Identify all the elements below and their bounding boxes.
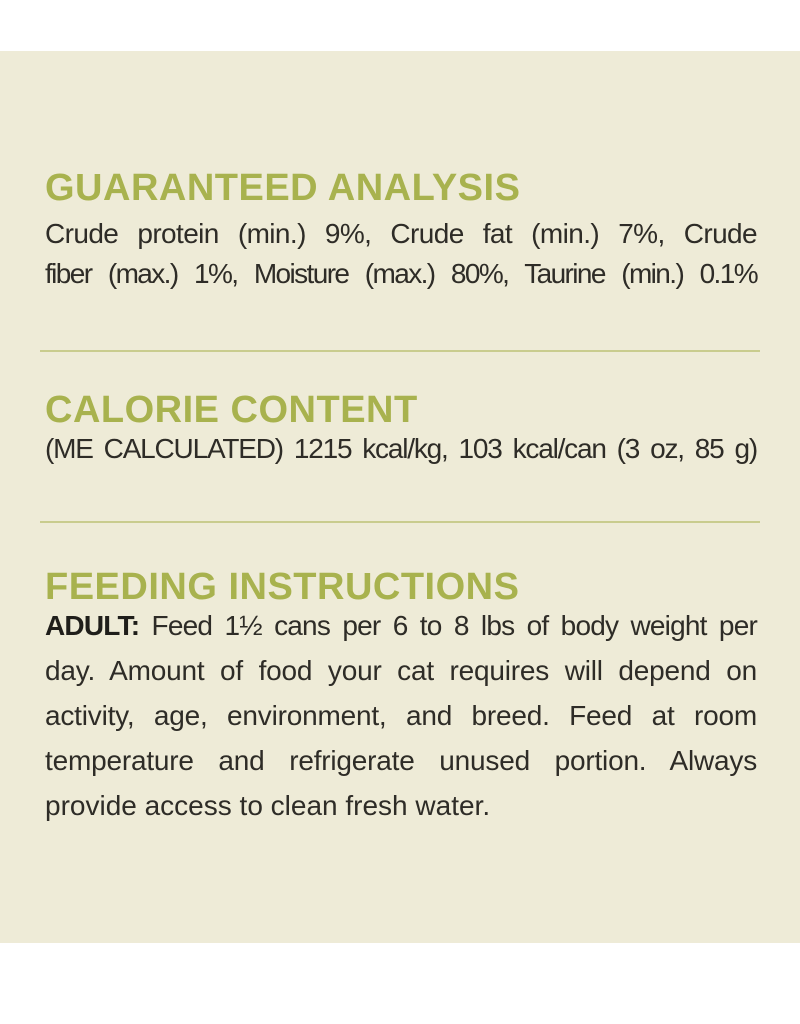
feeding-instructions-line-4: temperature and refrigerate unused porti… [45, 745, 757, 776]
section-divider [40, 350, 760, 352]
feeding-instructions-body: ADULT: Feed 1½ cans per 6 to 8 lbs of bo… [45, 603, 758, 828]
section-divider [40, 521, 760, 523]
calorie-content-body: (ME CALCULATED) 1215 kcal/kg, 103 kcal/c… [45, 429, 758, 469]
feeding-instructions-line-3: activity, age, environment, and breed. F… [45, 700, 757, 731]
guaranteed-analysis-heading: GUARANTEED ANALYSIS [45, 167, 521, 209]
guaranteed-analysis-line-2: fiber (max.) 1%, Moisture (max.) 80%, Ta… [45, 258, 759, 289]
feeding-instructions-line-1: ADULT: Feed 1½ cans per 6 to 8 lbs of bo… [45, 603, 758, 648]
calorie-content-line-1: (ME CALCULATED) 1215 kcal/kg, 103 kcal/c… [45, 433, 758, 464]
adult-label: ADULT: [45, 610, 140, 641]
feeding-instructions-line-5: provide access to clean fresh water. [45, 790, 491, 821]
feeding-instructions-line-2: day. Amount of food your cat requires wi… [45, 655, 757, 686]
feeding-instructions-line-1-text: Feed 1½ cans per 6 to 8 lbs of body weig… [139, 610, 758, 641]
label-panel: GUARANTEED ANALYSIS Crude protein (min.)… [0, 51, 800, 943]
calorie-content-heading: CALORIE CONTENT [45, 389, 418, 431]
guaranteed-analysis-line-1: Crude protein (min.) 9%, Crude fat (min.… [45, 218, 758, 249]
guaranteed-analysis-body: Crude protein (min.) 9%, Crude fat (min.… [45, 214, 759, 294]
feeding-instructions-heading: FEEDING INSTRUCTIONS [45, 566, 520, 608]
